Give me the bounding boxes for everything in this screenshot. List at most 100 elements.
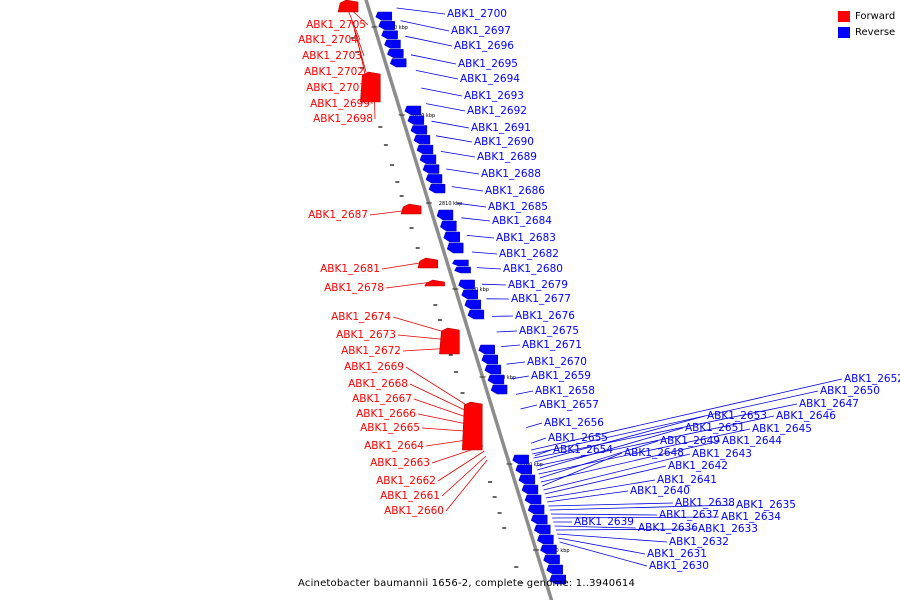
gene-feature-reverse bbox=[527, 504, 545, 515]
gene-feature-reverse bbox=[467, 309, 485, 320]
gene-label-forward: ABK1_2704 bbox=[298, 34, 358, 46]
gene-label-reverse: ABK1_2650 bbox=[820, 385, 880, 397]
leader-line bbox=[534, 415, 706, 463]
gene-feature-reverse bbox=[533, 524, 551, 535]
legend-item-reverse: Reverse bbox=[838, 24, 895, 40]
tick-label: 2830 kbp bbox=[384, 25, 408, 31]
gene-label-forward: ABK1_2660 bbox=[384, 505, 444, 517]
gene-feature-reverse bbox=[413, 135, 431, 145]
gene-feature-reverse bbox=[378, 21, 395, 30]
gene-label-reverse: ABK1_2695 bbox=[458, 58, 518, 70]
legend-label-forward: Forward bbox=[855, 10, 896, 22]
gene-feature-forward bbox=[337, 0, 359, 13]
gene-feature-reverse bbox=[454, 266, 471, 274]
leader-line bbox=[451, 186, 484, 192]
leader-line bbox=[554, 525, 637, 529]
gene-label-reverse: ABK1_2633 bbox=[698, 523, 758, 535]
gene-label-reverse: ABK1_2655 bbox=[548, 432, 608, 444]
gene-label-reverse: ABK1_2641 bbox=[657, 474, 717, 486]
leader-line bbox=[466, 235, 495, 239]
gene-feature-reverse bbox=[524, 494, 542, 505]
gene-feature-reverse bbox=[440, 220, 457, 232]
gene-label-reverse: ABK1_2656 bbox=[544, 417, 604, 429]
gene-label-reverse: ABK1_2631 bbox=[647, 548, 707, 560]
gene-feature-forward bbox=[360, 71, 381, 103]
gene-feature-forward bbox=[424, 279, 445, 287]
gene-label-reverse: ABK1_2688 bbox=[481, 168, 541, 180]
gene-label-reverse: ABK1_2644 bbox=[722, 435, 782, 447]
forward-swatch bbox=[838, 10, 850, 22]
gene-feature-reverse bbox=[518, 474, 536, 485]
gene-label-reverse: ABK1_2652 bbox=[844, 373, 900, 385]
gene-label-reverse: ABK1_2651 bbox=[685, 422, 745, 434]
gene-feature-reverse bbox=[422, 164, 440, 174]
gene-feature-reverse bbox=[478, 344, 495, 355]
leader-line bbox=[456, 202, 487, 208]
gene-feature-reverse bbox=[537, 534, 554, 545]
leader-line bbox=[540, 440, 721, 483]
gene-label-forward: ABK1_2663 bbox=[370, 457, 430, 469]
gene-feature-reverse bbox=[428, 183, 446, 194]
leader-line bbox=[550, 513, 658, 516]
gene-label-forward: ABK1_2662 bbox=[376, 475, 436, 487]
leader-line bbox=[559, 541, 648, 567]
gene-label-forward: ABK1_2681 bbox=[320, 263, 380, 275]
gene-feature-reverse bbox=[487, 374, 505, 385]
gene-label-forward: ABK1_2668 bbox=[348, 378, 408, 390]
gene-label-forward: ABK1_2678 bbox=[324, 282, 384, 294]
gene-feature-reverse bbox=[452, 259, 469, 267]
gene-label-forward: ABK1_2669 bbox=[344, 361, 404, 373]
leader-line bbox=[533, 403, 798, 459]
gene-label-forward: ABK1_2664 bbox=[364, 440, 424, 452]
gene-feature-reverse bbox=[407, 115, 425, 125]
gene-label-forward: ABK1_2699 bbox=[310, 98, 370, 110]
gene-feature-reverse bbox=[512, 454, 529, 465]
leader-line bbox=[547, 490, 629, 503]
tick-label: 2790 kbp bbox=[493, 375, 517, 381]
leader-line bbox=[415, 70, 459, 80]
leader-line bbox=[426, 103, 466, 112]
gene-label-reverse: ABK1_2653 bbox=[707, 410, 767, 422]
gene-feature-reverse bbox=[540, 544, 557, 555]
gene-label-reverse: ABK1_2682 bbox=[499, 248, 559, 260]
gene-label-reverse: ABK1_2649 bbox=[660, 435, 720, 447]
leader-line bbox=[506, 361, 526, 365]
genome-backbone bbox=[364, 0, 554, 600]
gene-label-forward: ABK1_2673 bbox=[336, 329, 396, 341]
leader-line bbox=[351, 21, 365, 57]
gene-label-forward: ABK1_2703 bbox=[302, 50, 362, 62]
gene-label-reverse: ABK1_2645 bbox=[752, 423, 812, 435]
leader-line bbox=[545, 479, 656, 499]
gene-label-reverse: ABK1_2700 bbox=[447, 8, 507, 20]
map-caption: Acinetobacter baumannii 1656-2, complete… bbox=[298, 578, 636, 589]
tick-label: 2810 kbp bbox=[439, 201, 463, 207]
leader-line bbox=[348, 11, 361, 41]
gene-label-forward: ABK1_2705 bbox=[306, 19, 366, 31]
gene-feature-reverse bbox=[484, 364, 502, 375]
leader-line bbox=[396, 7, 446, 15]
gene-label-reverse: ABK1_2635 bbox=[736, 499, 796, 511]
leader-line bbox=[548, 502, 674, 507]
gene-feature-forward bbox=[417, 257, 439, 269]
leader-line bbox=[555, 528, 697, 531]
reverse-swatch bbox=[838, 26, 850, 38]
leader-line bbox=[557, 533, 668, 543]
gene-feature-reverse bbox=[490, 384, 508, 395]
leader-line bbox=[558, 537, 646, 555]
gene-label-reverse: ABK1_2683 bbox=[496, 232, 556, 244]
gene-label-reverse: ABK1_2679 bbox=[508, 279, 568, 291]
leader-line bbox=[409, 383, 474, 415]
gene-feature-reverse bbox=[515, 464, 532, 475]
leader-line bbox=[392, 316, 449, 334]
gene-feature-reverse bbox=[481, 354, 499, 365]
leader-line bbox=[410, 54, 457, 65]
gene-feature-reverse bbox=[381, 30, 398, 40]
gene-label-forward: ABK1_2661 bbox=[380, 490, 440, 502]
leader-line bbox=[437, 450, 485, 482]
leader-line bbox=[440, 151, 476, 158]
gene-feature-reverse bbox=[404, 105, 422, 116]
leader-line bbox=[385, 281, 433, 289]
gene-label-forward: ABK1_2698 bbox=[313, 113, 373, 125]
leader-line bbox=[544, 465, 667, 495]
leader-line bbox=[400, 20, 450, 32]
